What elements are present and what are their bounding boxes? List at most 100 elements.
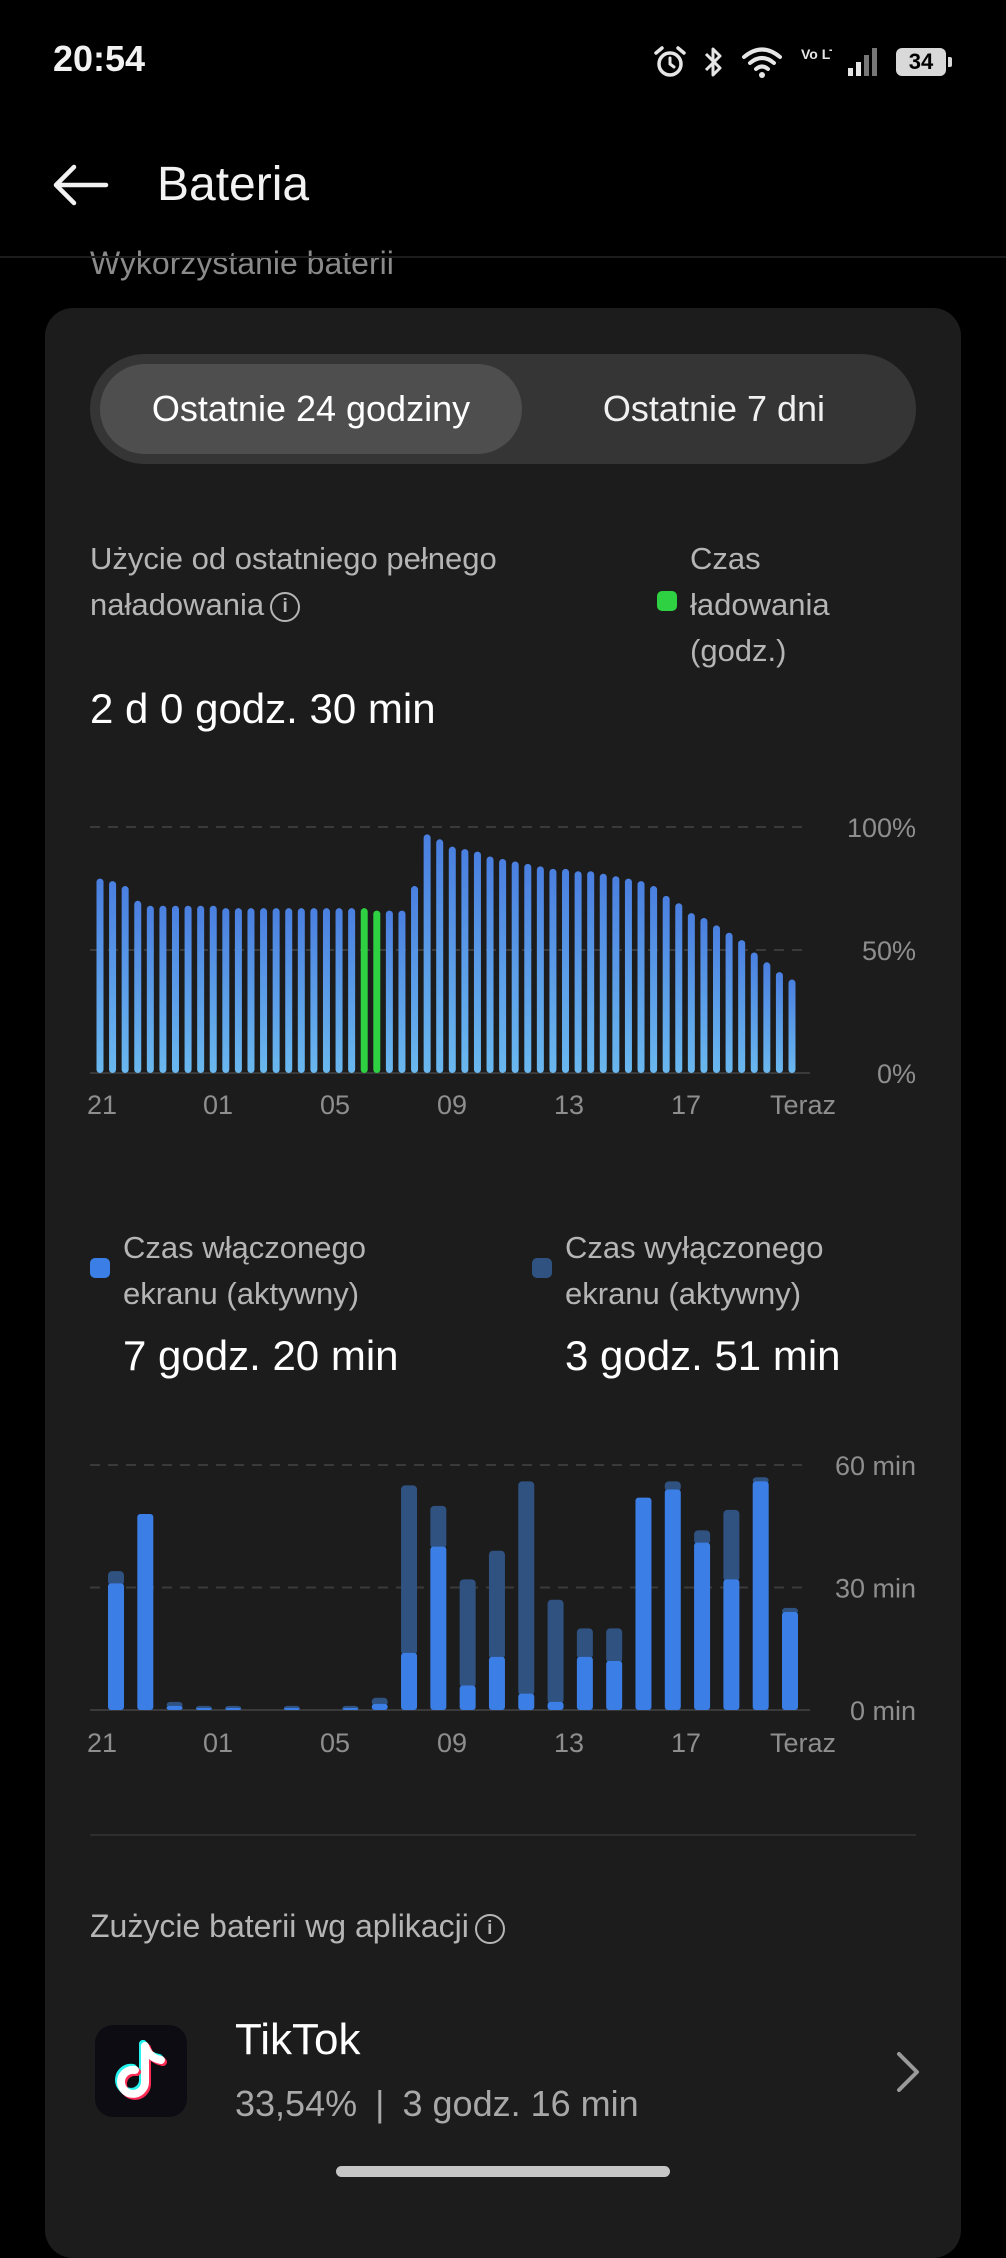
screen-on-bar: [547, 1701, 564, 1710]
screen-on-bar: [606, 1661, 623, 1710]
usage-duration-value: 2 d 0 godz. 30 min: [90, 685, 436, 732]
screen-off-legend-swatch: [532, 1258, 552, 1278]
battery-bar: [499, 858, 507, 1073]
battery-bar: [171, 905, 179, 1073]
volte-label: Vo LTE: [801, 46, 832, 62]
screen-on-bar: [195, 1707, 212, 1710]
battery-bar: [511, 861, 519, 1073]
battery-bar: [373, 910, 381, 1073]
battery-level-text: 34: [908, 49, 934, 74]
screen-off-bar: [488, 1550, 505, 1659]
app-name-tiktok[interactable]: TikTok: [235, 2015, 361, 2064]
battery-bar: [486, 856, 494, 1073]
screen-off-bar: [547, 1599, 564, 1704]
battery-bar: [675, 903, 683, 1073]
tab-last-7-days[interactable]: Ostatnie 7 dni: [602, 388, 826, 429]
app-percent: 33,54%: [235, 2083, 358, 2124]
battery-bar: [624, 878, 632, 1073]
battery-bar: [536, 866, 544, 1073]
battery-level-chart: 100% 50% 0% 21 01 05 09 13 17 Teraz: [87, 813, 916, 1120]
status-icons: Vo LTE 34: [652, 40, 952, 84]
home-indicator: [336, 2166, 670, 2177]
battery-bar: [687, 913, 695, 1073]
battery-status-icon: 34: [896, 48, 952, 76]
status-time: 20:54: [53, 38, 146, 79]
tab-last-24-hours[interactable]: Ostatnie 24 godziny: [100, 364, 522, 454]
screen-on-bar: [108, 1583, 124, 1710]
x-tick-label: 05: [320, 1728, 350, 1758]
screen-on-bar: [166, 1705, 183, 1710]
battery-bar: [436, 839, 444, 1073]
battery-bar: [335, 908, 343, 1073]
battery-bar: [121, 886, 129, 1073]
battery-bar: [197, 905, 205, 1073]
charging-legend-label: Czas ładowania (godz.): [690, 541, 830, 668]
y-tick-label: 0 min: [850, 1696, 916, 1726]
screen-off-bar: [371, 1697, 388, 1706]
screen-on-legend-swatch: [90, 1258, 110, 1278]
battery-bar: [385, 910, 393, 1073]
battery-bar: [423, 834, 431, 1073]
info-icon[interactable]: i: [270, 591, 301, 622]
battery-bar: [700, 918, 708, 1073]
screen-on-bar: [635, 1497, 652, 1710]
screen-on-bar: [752, 1481, 769, 1710]
screen-on-bar: [782, 1612, 798, 1710]
battery-bar: [788, 979, 796, 1073]
battery-bar: [285, 908, 293, 1073]
battery-bar: [599, 873, 607, 1073]
battery-bar: [209, 905, 217, 1073]
app-usage-heading: Zużycie baterii wg aplikacji i: [90, 1908, 505, 1945]
battery-bar: [96, 878, 104, 1073]
chevron-right-icon[interactable]: [890, 2050, 926, 2094]
back-button[interactable]: [40, 150, 120, 220]
x-tick-label: 13: [554, 1090, 584, 1120]
battery-bar: [725, 932, 733, 1073]
x-tick-label: 09: [437, 1728, 467, 1758]
screen-on-bar: [488, 1656, 505, 1710]
screen-off-bar: [694, 1530, 711, 1545]
battery-bar: [260, 908, 268, 1073]
app-usage-info-icon[interactable]: i: [474, 1913, 505, 1944]
back-arrow-icon: [53, 164, 109, 206]
x-tick-label: 09: [437, 1090, 467, 1120]
y-tick-label: 60 min: [835, 1451, 916, 1481]
battery-bar: [473, 851, 481, 1073]
battery-bar: [562, 868, 570, 1073]
tiktok-icon[interactable]: [95, 2025, 187, 2117]
screen-off-label: Czas wyłączonego ekranu (aktywny): [565, 1230, 824, 1311]
screen-on-value: 7 godz. 20 min: [123, 1332, 399, 1379]
y-tick-label: 0%: [877, 1059, 916, 1089]
battery-bar: [297, 908, 305, 1073]
volte-icon: Vo LTE: [801, 46, 832, 62]
screen-on-bar: [225, 1707, 242, 1710]
screen-off-bar: [723, 1509, 740, 1582]
x-tick-label: Teraz: [770, 1728, 836, 1758]
x-tick-label: 13: [554, 1728, 584, 1758]
y-tick-label: 50%: [862, 936, 916, 966]
battery-bar: [222, 908, 230, 1073]
alarm-icon: [654, 46, 686, 77]
battery-bar: [524, 863, 532, 1073]
battery-bar: [574, 871, 582, 1073]
screen-off-bar: [518, 1481, 535, 1696]
battery-bar: [234, 908, 242, 1073]
battery-bar: [348, 908, 356, 1073]
stats-separator: |: [375, 2083, 385, 2124]
screen-time-chart: 60 min 30 min 0 min 21 01 05 09 13 17 Teraz: [87, 1451, 916, 1758]
charging-legend-swatch: [657, 591, 677, 611]
battery-bar: [650, 886, 658, 1073]
battery-bar: [587, 871, 595, 1073]
x-tick-label: 17: [671, 1728, 701, 1758]
screen-on-bar: [664, 1489, 681, 1710]
battery-bar: [763, 962, 771, 1073]
battery-bar: [360, 908, 368, 1073]
header-divider: [0, 256, 1006, 258]
battery-bar: [184, 905, 192, 1073]
battery-bar: [461, 849, 469, 1073]
battery-bar: [159, 905, 167, 1073]
x-tick-label: 21: [87, 1728, 117, 1758]
screen-on-bar: [137, 1514, 154, 1710]
tiktok-logo: [115, 2040, 167, 2100]
signal-icon: [848, 48, 877, 76]
